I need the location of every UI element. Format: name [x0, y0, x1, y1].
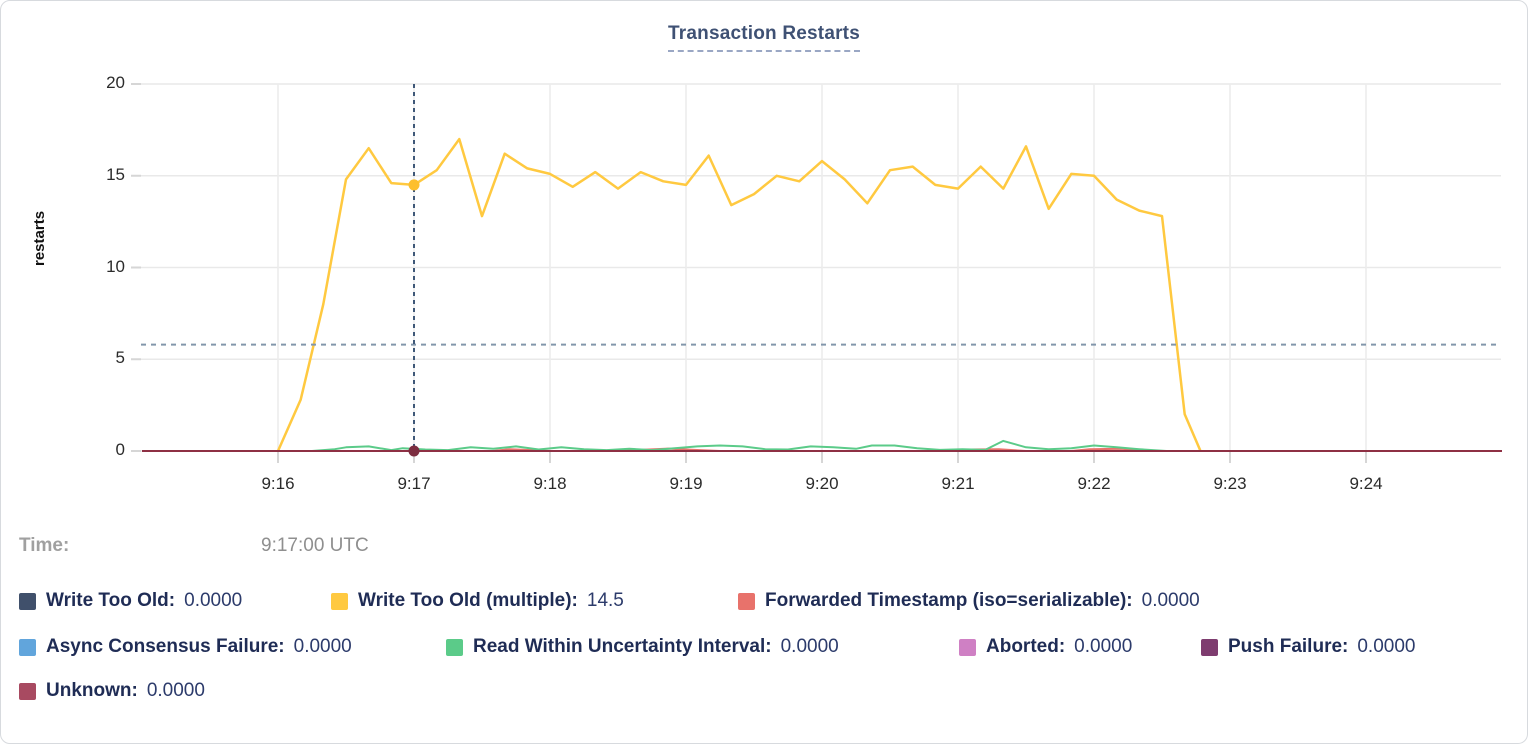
legend-value: 0.0000 — [184, 590, 243, 611]
x-tick-label: 9:20 — [805, 474, 839, 493]
x-tick-label: 9:23 — [1213, 474, 1247, 493]
legend-label: Async Consensus Failure: — [46, 636, 285, 657]
legend-value: 0.0000 — [780, 636, 839, 657]
legend-value: 0.0000 — [1074, 636, 1133, 657]
legend-value: 14.5 — [586, 590, 624, 611]
legend-swatch-icon — [959, 638, 976, 656]
legend-value: 0.0000 — [146, 680, 205, 701]
legend-item-forwarded-timestamp-iso-serializable-: Forwarded Timestamp (iso=serializable): 0… — [738, 589, 1200, 613]
legend-item-read-within-uncertainty-interval: Read Within Uncertainty Interval: 0.0000 — [446, 635, 839, 659]
y-tick-label: 5 — [115, 348, 125, 368]
legend-swatch-icon — [19, 592, 36, 610]
legend-label: Aborted: — [986, 636, 1066, 657]
time-value: 9:17:00 UTC — [261, 535, 369, 556]
series-line-write-too-old-multiple- — [276, 137, 1202, 452]
y-tick-label: 10 — [106, 256, 125, 276]
legend-label: Write Too Old (multiple): — [358, 590, 578, 611]
chart-title: Transaction Restarts — [1, 23, 1527, 52]
legend-swatch-icon — [331, 592, 348, 610]
legend-swatch-icon — [446, 638, 463, 656]
x-tick-label: 9:17 — [397, 474, 431, 493]
time-label: Time: — [19, 535, 70, 556]
y-tick-label: 20 — [106, 73, 125, 92]
chart-title-text[interactable]: Transaction Restarts — [668, 23, 860, 52]
legend-label: Forwarded Timestamp (iso=serializable): — [765, 590, 1133, 611]
y-tick-label: 15 — [106, 164, 125, 184]
y-tick-label: 0 — [115, 440, 125, 459]
x-tick-label: 9:24 — [1349, 474, 1383, 493]
legend-item-push-failure: Push Failure: 0.0000 — [1201, 635, 1415, 659]
x-tick-label: 9:16 — [261, 474, 295, 493]
legend-label: Push Failure: — [1228, 636, 1349, 657]
legend-value: 0.0000 — [1357, 636, 1416, 657]
legend-swatch-icon — [19, 682, 36, 700]
legend-label: Write Too Old: — [46, 590, 176, 611]
legend-swatch-icon — [1201, 638, 1218, 656]
hover-dot-unknown — [408, 445, 420, 457]
legend-item-write-too-old-multiple-: Write Too Old (multiple): 14.5 — [331, 589, 624, 613]
legend-item-write-too-old: Write Too Old: 0.0000 — [19, 589, 242, 613]
legend-label: Read Within Uncertainty Interval: — [473, 636, 772, 657]
x-tick-label: 9:18 — [533, 474, 567, 493]
legend-value: 0.0000 — [293, 636, 352, 657]
x-tick-label: 9:21 — [941, 474, 975, 493]
hover-dot-yellow — [408, 179, 420, 191]
legend-item-aborted: Aborted: 0.0000 — [959, 635, 1132, 659]
legend-swatch-icon — [738, 592, 755, 610]
x-tick-label: 9:19 — [669, 474, 703, 493]
plot-area[interactable] — [141, 84, 1501, 451]
legend-item-async-consensus-failure: Async Consensus Failure: 0.0000 — [19, 635, 352, 659]
legend-label: Unknown: — [46, 680, 138, 701]
legend-item-unknown: Unknown: 0.0000 — [19, 679, 205, 703]
legend-swatch-icon — [19, 638, 36, 656]
legend-value: 0.0000 — [1141, 590, 1200, 611]
plot-svg — [131, 83, 1502, 463]
x-tick-label: 9:22 — [1077, 474, 1111, 493]
series-line-read-within-uncertainty-interval — [311, 439, 1167, 452]
